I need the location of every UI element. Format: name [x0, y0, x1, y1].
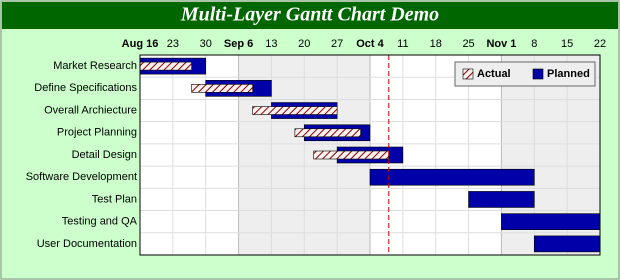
x-tick-label: 22 — [594, 38, 606, 50]
x-tick-label: Sep 6 — [224, 38, 253, 50]
y-tick-label: Define Specifications — [34, 82, 137, 94]
legend-label: Actual — [477, 68, 511, 80]
y-tick-label: Software Development — [26, 171, 137, 183]
y-tick-label: Test Plan — [92, 193, 137, 205]
x-tick-label: Oct 4 — [356, 38, 384, 50]
gantt-bar — [139, 61, 192, 71]
y-tick-label: Project Planning — [57, 127, 137, 139]
legend-swatch — [532, 68, 544, 80]
x-tick-label: 25 — [462, 38, 474, 50]
legend-box — [454, 61, 596, 87]
x-tick-label: Nov 1 — [486, 38, 516, 50]
gantt-bar — [252, 106, 338, 115]
legend-swatch — [462, 68, 474, 80]
y-tick-label: Overall Archiecture — [44, 104, 137, 116]
legend-label: Planned — [547, 68, 590, 80]
x-tick-label: 30 — [200, 38, 212, 50]
x-tick-label: 8 — [531, 38, 537, 50]
gantt-bar — [369, 168, 535, 186]
gantt-bar — [294, 128, 361, 138]
x-tick-label: 20 — [298, 38, 310, 50]
y-tick-label: User Documentation — [37, 238, 137, 250]
x-tick-label: Aug 16 — [122, 38, 159, 50]
x-tick-label: 11 — [397, 38, 408, 50]
gantt-bar — [191, 84, 253, 93]
x-tick-label: 13 — [265, 38, 277, 50]
y-tick-label: Market Research — [53, 60, 137, 72]
gantt-bar — [533, 235, 601, 253]
y-tick-label: Detail Design — [72, 149, 137, 161]
x-tick-label: 27 — [331, 38, 343, 50]
x-tick-label: 18 — [430, 38, 442, 50]
x-tick-label: 23 — [167, 38, 179, 50]
x-tick-label: 15 — [561, 38, 573, 50]
chart-title: Multi-Layer Gantt Chart Demo — [180, 4, 439, 26]
y-tick-label: Testing and QA — [62, 216, 138, 228]
gantt-bar — [501, 213, 601, 230]
legend: Actual Planned — [454, 61, 596, 87]
title-bar — [2, 2, 618, 29]
gantt-bar — [313, 150, 390, 160]
plot-border — [139, 54, 601, 256]
gantt-bar — [468, 191, 535, 208]
